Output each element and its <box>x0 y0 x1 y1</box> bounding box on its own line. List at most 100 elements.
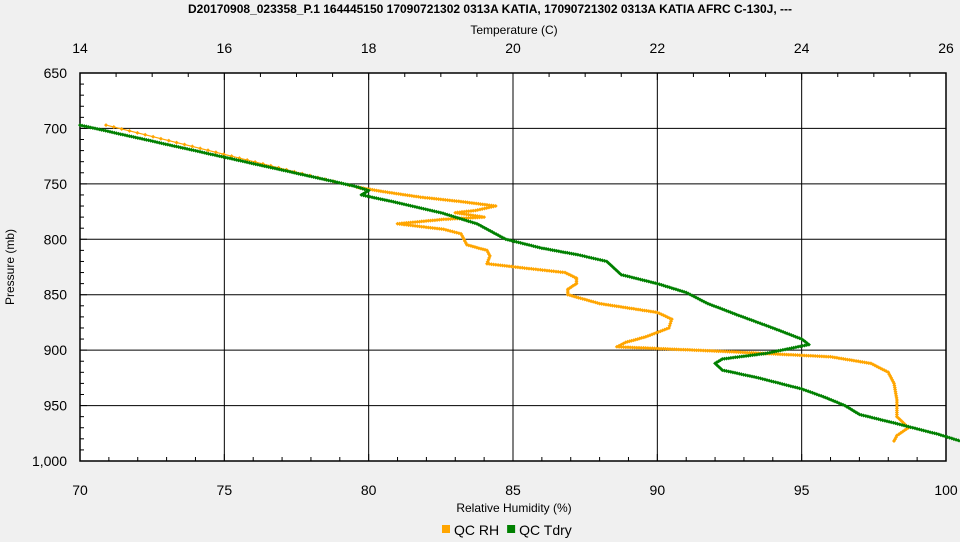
data-point-qc-rh <box>158 136 163 141</box>
y-axis-tick-label: 1,000 <box>32 453 67 469</box>
data-point-qc-rh <box>775 352 780 357</box>
bottom-axis-tick-label: 70 <box>72 482 88 498</box>
data-point-qc-rh <box>485 261 489 266</box>
data-point-qc-rh <box>408 220 413 225</box>
y-axis-tick-label: 650 <box>44 65 68 81</box>
data-point-qc-rh <box>718 349 723 354</box>
data-point-qc-rh <box>795 353 800 358</box>
data-point-qc-rh <box>710 348 714 353</box>
grid-layer <box>79 72 947 462</box>
data-point-qc-rh <box>663 346 668 351</box>
data-point-qc-rh <box>661 346 666 351</box>
data-point-qc-rh <box>151 134 156 139</box>
top-axis-tick-label: 16 <box>217 40 233 56</box>
data-point-qc-rh <box>473 208 478 213</box>
data-point-qc-rh <box>143 132 148 137</box>
data-point-qc-rh <box>894 410 899 415</box>
data-point-qc-rh <box>806 353 811 358</box>
data-point-qc-rh <box>701 348 706 353</box>
data-point-qc-rh <box>797 353 802 358</box>
data-point-qc-rh <box>690 348 695 352</box>
axis-layer: 70 75 80 85 90 95 100 14 16 18 20 22 24 26 650 700 750 80… <box>32 40 958 498</box>
data-point-qc-tdry <box>253 162 258 167</box>
bottom-axis-tick-label: 80 <box>361 482 377 498</box>
data-point-qc-rh <box>712 349 717 353</box>
data-point-qc-rh <box>894 406 899 411</box>
data-point-qc-rh <box>683 347 688 352</box>
data-point-qc-rh <box>736 350 741 355</box>
data-point-qc-rh <box>894 402 899 407</box>
data-point-qc-rh <box>716 349 721 354</box>
data-point-qc-rh <box>434 196 439 201</box>
bottom-axis-tick-label: 85 <box>505 482 521 498</box>
data-point-qc-rh <box>705 348 710 353</box>
data-point-qc-rh <box>482 215 487 220</box>
data-point-qc-rh <box>119 127 124 131</box>
data-point-qc-rh <box>698 348 703 353</box>
data-point-qc-rh <box>665 347 670 351</box>
data-point-qc-rh <box>721 349 725 354</box>
data-point-qc-rh <box>786 352 791 357</box>
legend-label-qc-tdry: QC Tdry <box>519 522 572 538</box>
data-point-qc-rh <box>206 148 210 153</box>
data-point-qc-rh <box>545 268 549 273</box>
data-point-qc-rh <box>111 125 116 129</box>
data-point-qc-rh <box>619 345 624 349</box>
data-point-qc-rh <box>475 215 480 220</box>
data-point-qc-rh <box>558 270 563 275</box>
data-point-qc-rh <box>432 226 437 231</box>
data-point-qc-rh <box>637 345 641 350</box>
data-point-qc-rh <box>672 347 677 352</box>
data-point-qc-rh <box>738 350 743 355</box>
data-point-qc-rh <box>630 345 635 350</box>
data-point-qc-rh <box>894 408 899 413</box>
legend-swatch-qc-tdry <box>507 525 516 533</box>
data-point-qc-rh <box>817 354 822 359</box>
legend: QC RH QC Tdry <box>442 522 572 538</box>
top-axis-tick-label: 22 <box>650 40 666 56</box>
bottom-axis-tick-label: 95 <box>794 482 810 498</box>
data-point-qc-rh <box>617 344 622 349</box>
data-point-qc-rh <box>418 195 423 200</box>
data-point-qc-rh <box>446 217 451 222</box>
data-point-qc-rh <box>703 348 708 353</box>
data-point-qc-rh <box>707 348 712 353</box>
data-point-qc-rh <box>659 346 664 351</box>
data-point-qc-rh <box>190 144 195 149</box>
data-point-qc-rh <box>800 353 804 358</box>
data-point-qc-rh <box>466 216 471 220</box>
data-point-qc-rh <box>441 217 446 222</box>
data-point-qc-rh <box>780 352 785 357</box>
top-axis-tick-label: 18 <box>361 40 377 56</box>
data-point-qc-rh <box>628 345 633 350</box>
data-point-qc-rh <box>727 349 732 354</box>
top-axis-title: Temperature (C) <box>470 23 557 37</box>
data-point-qc-rh <box>815 354 820 359</box>
top-axis-tick-label: 26 <box>938 40 954 56</box>
data-point-qc-rh <box>472 201 476 206</box>
bottom-axis-tick-label: 100 <box>934 482 958 498</box>
data-point-qc-rh <box>802 353 807 358</box>
data-point-qc-rh <box>734 350 739 354</box>
data-point-qc-rh <box>540 268 545 273</box>
data-point-qc-rh <box>694 348 699 353</box>
data-point-qc-rh <box>626 345 630 350</box>
data-point-qc-rh <box>670 347 675 352</box>
data-point-qc-rh <box>723 349 728 354</box>
data-point-qc-tdry <box>125 133 130 138</box>
data-point-qc-rh <box>182 142 187 147</box>
data-point-qc-rh <box>892 439 896 443</box>
data-point-qc-rh <box>447 198 452 203</box>
data-point-qc-rh <box>513 265 518 270</box>
y-axis-tick-label: 850 <box>44 287 68 303</box>
data-point-qc-rh <box>789 352 793 357</box>
y-axis-tick-label: 800 <box>44 231 68 247</box>
data-point-qc-rh <box>394 191 399 196</box>
data-point-qc-rh <box>462 209 467 214</box>
data-point-qc-rh <box>437 226 442 231</box>
data-point-qc-rh <box>676 347 681 352</box>
data-point-qc-rh <box>438 197 443 202</box>
data-point-qc-rh <box>479 215 484 220</box>
legend-label-qc-rh: QC RH <box>454 522 499 538</box>
